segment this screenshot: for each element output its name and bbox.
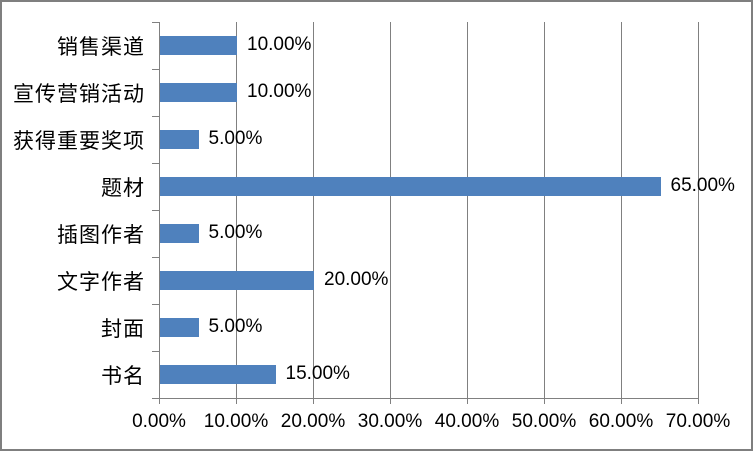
bar [160,83,237,102]
y-axis-tick [152,210,159,211]
x-axis-line [159,398,699,399]
bar-value-label: 15.00% [285,363,350,384]
gridline [544,22,545,398]
x-tick-label: 0.00% [132,411,186,432]
gridline [698,22,699,398]
gridline [236,22,237,398]
bar-value-label: 5.00% [208,128,263,149]
bar-value-label: 5.00% [208,222,263,243]
x-axis-tick [159,398,160,404]
category-label: 销售渠道 [57,35,145,59]
category-label: 文字作者 [57,270,145,294]
gridline [390,22,391,398]
x-tick-label: 30.00% [357,411,423,432]
x-axis-tick [621,398,622,404]
category-label: 获得重要奖项 [13,129,145,153]
x-axis-tick [390,398,391,404]
category-label: 书名 [101,364,145,388]
category-label: 宣传营销活动 [13,82,145,106]
gridline [467,22,468,398]
bar [160,271,314,290]
gridline [621,22,622,398]
y-axis-tick [152,22,159,23]
category-label: 封面 [101,317,145,341]
bar-value-label: 65.00% [670,175,735,196]
bar [160,224,199,243]
bar [160,36,237,55]
y-axis-tick [152,69,159,70]
gridline [313,22,314,398]
y-axis-line [159,22,160,398]
bar [160,130,199,149]
x-tick-label: 20.00% [280,411,346,432]
bar [160,365,276,384]
category-label: 插图作者 [57,223,145,247]
x-axis-tick [544,398,545,404]
bar-value-label: 20.00% [324,269,389,290]
category-label: 题材 [101,176,145,200]
bar-value-label: 10.00% [247,34,312,55]
y-axis-tick [152,116,159,117]
y-axis-tick [152,351,159,352]
y-axis-tick [152,163,159,164]
y-axis-tick [152,304,159,305]
x-tick-label: 10.00% [203,411,269,432]
bar [160,318,199,337]
bar-value-label: 5.00% [208,316,263,337]
y-axis-tick [152,257,159,258]
x-axis-tick [467,398,468,404]
y-axis-tick [152,398,159,399]
x-tick-label: 70.00% [665,411,731,432]
bar-value-label: 10.00% [247,81,312,102]
x-tick-label: 50.00% [511,411,577,432]
bar [160,177,661,196]
x-axis-tick [313,398,314,404]
x-tick-label: 60.00% [588,411,654,432]
x-axis-tick [698,398,699,404]
x-tick-label: 40.00% [434,411,500,432]
x-axis-tick [236,398,237,404]
